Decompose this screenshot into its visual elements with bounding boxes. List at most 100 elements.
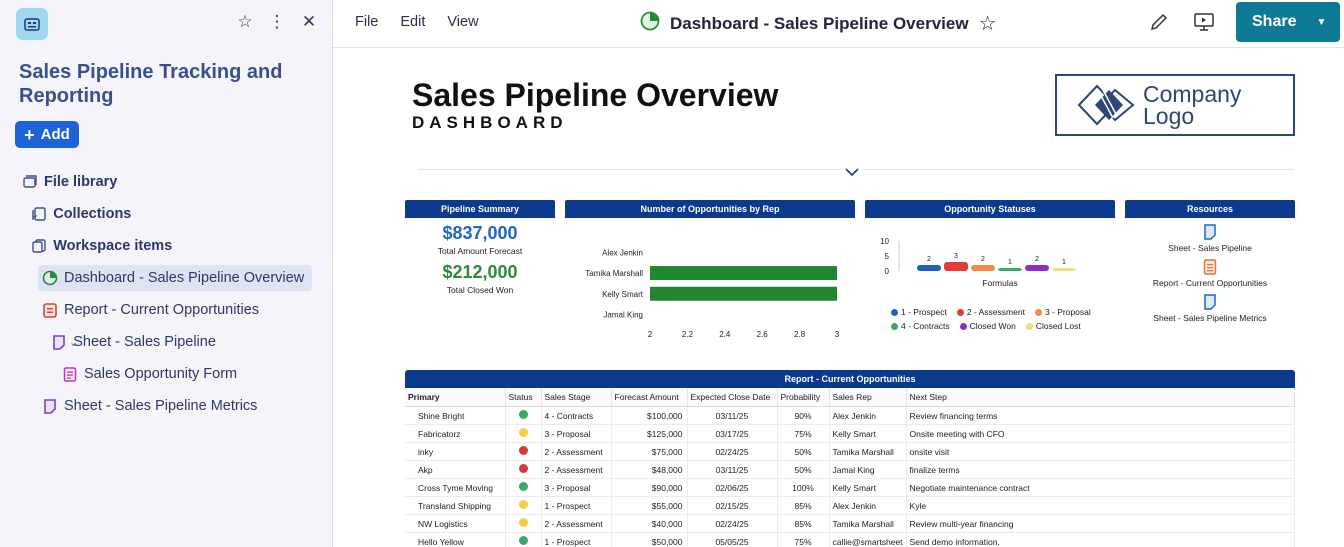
cell-date[interactable]: 02/15/25: [687, 496, 778, 515]
column-header[interactable]: Next Step: [906, 388, 1296, 407]
cell-next[interactable]: finalize terms: [906, 460, 1296, 479]
cell-stage[interactable]: 2 - Assessment: [541, 460, 612, 479]
sidebar-item-sheet-metrics[interactable]: Sheet - Sales Pipeline Metrics: [0, 390, 333, 422]
present-icon[interactable]: [1191, 9, 1217, 35]
cell-prob[interactable]: 90%: [777, 406, 830, 425]
status-bar[interactable]: [971, 265, 995, 271]
status-bar[interactable]: [944, 262, 968, 271]
table-row[interactable]: Shine Bright 4 - Contracts $100,000 03/11/2…: [405, 406, 1296, 425]
cell-amount[interactable]: $40,000: [611, 514, 688, 533]
cell-next[interactable]: Review financing terms: [906, 406, 1296, 425]
table-row[interactable]: Hello Yellow 1 - Prospect $50,000 05/05/25 7…: [405, 532, 1296, 547]
cell-prob[interactable]: 75%: [777, 424, 830, 443]
sidebar-item-file-library[interactable]: File library: [0, 166, 333, 198]
sidebar-item-collections[interactable]: ⌄ Collections: [30, 206, 132, 222]
cell-date[interactable]: 03/11/25: [687, 460, 778, 479]
cell-status[interactable]: [505, 460, 542, 479]
resource-sheet-metrics[interactable]: Sheet - Sales Pipeline Metrics: [1125, 294, 1295, 323]
edit-pencil-icon[interactable]: [1146, 9, 1172, 35]
table-row[interactable]: Fabricatorz 3 - Proposal $125,000 03/17/25 7…: [405, 424, 1296, 443]
cell-primary[interactable]: Cross Tyme Moving: [405, 478, 506, 497]
table-row[interactable]: inky 2 - Assessment $75,000 02/24/25 50% Tami…: [405, 442, 1296, 461]
cell-date[interactable]: 03/11/25: [687, 406, 778, 425]
cell-amount[interactable]: $55,000: [611, 496, 688, 515]
cell-next[interactable]: Kyle: [906, 496, 1296, 515]
cell-amount[interactable]: $48,000: [611, 460, 688, 479]
bar[interactable]: [650, 286, 837, 301]
column-header[interactable]: Sales Stage: [541, 388, 612, 407]
table-row[interactable]: NW Logistics 2 - Assessment $40,000 02/24/2…: [405, 514, 1296, 533]
cell-stage[interactable]: 2 - Assessment: [541, 442, 612, 461]
cell-prob[interactable]: 85%: [777, 496, 830, 515]
cell-status[interactable]: [505, 514, 542, 533]
cell-date[interactable]: 03/17/25: [687, 424, 778, 443]
cell-prob[interactable]: 50%: [777, 460, 830, 479]
menu-edit[interactable]: Edit: [400, 14, 426, 30]
cell-rep[interactable]: Alex Jenkin: [829, 406, 907, 425]
caret-down-icon[interactable]: ▼: [1316, 16, 1327, 28]
menu-file[interactable]: File: [355, 14, 379, 30]
workspace-icon[interactable]: [16, 8, 48, 40]
cell-primary[interactable]: Transland Shipping: [405, 496, 506, 515]
cell-next[interactable]: Negotiate maintenance contract: [906, 478, 1296, 497]
column-header[interactable]: Forecast Amount: [611, 388, 688, 407]
sidebar-item-workspace-items[interactable]: ⌄ Workspace items: [0, 230, 333, 262]
cell-primary[interactable]: Shine Bright: [405, 406, 506, 425]
cell-amount[interactable]: $125,000: [611, 424, 688, 443]
cell-status[interactable]: [505, 424, 542, 443]
cell-status[interactable]: [505, 478, 542, 497]
favorite-star-icon[interactable]: ☆: [978, 13, 997, 35]
menu-view[interactable]: View: [447, 14, 479, 30]
cell-next[interactable]: Review multi-year financing: [906, 514, 1296, 533]
cell-date[interactable]: 05/05/25: [687, 532, 778, 547]
cell-stage[interactable]: 2 - Assessment: [541, 514, 612, 533]
cell-rep[interactable]: Tamika Marshall: [829, 442, 907, 461]
cell-status[interactable]: [505, 442, 542, 461]
cell-primary[interactable]: inky: [405, 442, 506, 461]
sidebar-item-form[interactable]: Sales Opportunity Form: [0, 358, 333, 390]
chevron-down-icon[interactable]: ⌄: [69, 336, 79, 349]
cell-stage[interactable]: 1 - Prospect: [541, 532, 612, 547]
cell-prob[interactable]: 100%: [777, 478, 830, 497]
share-button[interactable]: Share ▼: [1236, 2, 1340, 42]
cell-stage[interactable]: 3 - Proposal: [541, 424, 612, 443]
sidebar-item-report[interactable]: Report - Current Opportunities: [0, 294, 333, 326]
column-header[interactable]: Probability: [777, 388, 830, 407]
resource-sheet-sales-pipeline[interactable]: Sheet - Sales Pipeline: [1125, 224, 1295, 253]
cell-prob[interactable]: 50%: [777, 442, 830, 461]
star-icon[interactable]: ☆: [237, 12, 253, 31]
cell-next[interactable]: Onsite meeting with CFO: [906, 424, 1296, 443]
cell-rep[interactable]: Jamal King: [829, 460, 907, 479]
cell-rep[interactable]: Alex Jenkin: [829, 496, 907, 515]
column-header[interactable]: Primary: [405, 388, 506, 407]
column-header[interactable]: Status: [505, 388, 542, 407]
cell-primary[interactable]: Hello Yellow: [405, 532, 506, 547]
table-row[interactable]: Cross Tyme Moving 3 - Proposal $90,000 02/0…: [405, 478, 1296, 497]
cell-amount[interactable]: $90,000: [611, 478, 688, 497]
cell-primary[interactable]: Fabricatorz: [405, 424, 506, 443]
cell-date[interactable]: 02/24/25: [687, 442, 778, 461]
table-row[interactable]: Akp 2 - Assessment $48,000 03/11/25 50% Jamal…: [405, 460, 1296, 479]
cell-status[interactable]: [505, 496, 542, 515]
status-bar[interactable]: [917, 265, 941, 271]
column-header[interactable]: Sales Rep: [829, 388, 907, 407]
chevron-down-icon[interactable]: [842, 164, 862, 182]
cell-prob[interactable]: 85%: [777, 514, 830, 533]
cell-prob[interactable]: 75%: [777, 532, 830, 547]
resource-report[interactable]: Report - Current Opportunities: [1125, 259, 1295, 288]
cell-date[interactable]: 02/24/25: [687, 514, 778, 533]
more-options-icon[interactable]: ⋮: [268, 12, 286, 31]
cell-primary[interactable]: NW Logistics: [405, 514, 506, 533]
cell-stage[interactable]: 1 - Prospect: [541, 496, 612, 515]
sidebar-item-sheet-sales-pipeline[interactable]: ⌄ Sheet - Sales Pipeline: [0, 326, 333, 358]
cell-amount[interactable]: $50,000: [611, 532, 688, 547]
cell-date[interactable]: 02/06/25: [687, 478, 778, 497]
cell-primary[interactable]: Akp: [405, 460, 506, 479]
cell-rep[interactable]: Tamika Marshall: [829, 514, 907, 533]
status-bar[interactable]: [1052, 268, 1076, 271]
cell-next[interactable]: onsite visit: [906, 442, 1296, 461]
cell-amount[interactable]: $100,000: [611, 406, 688, 425]
cell-stage[interactable]: 4 - Contracts: [541, 406, 612, 425]
status-bar[interactable]: [998, 268, 1022, 271]
cell-next[interactable]: Send demo information.: [906, 532, 1296, 547]
